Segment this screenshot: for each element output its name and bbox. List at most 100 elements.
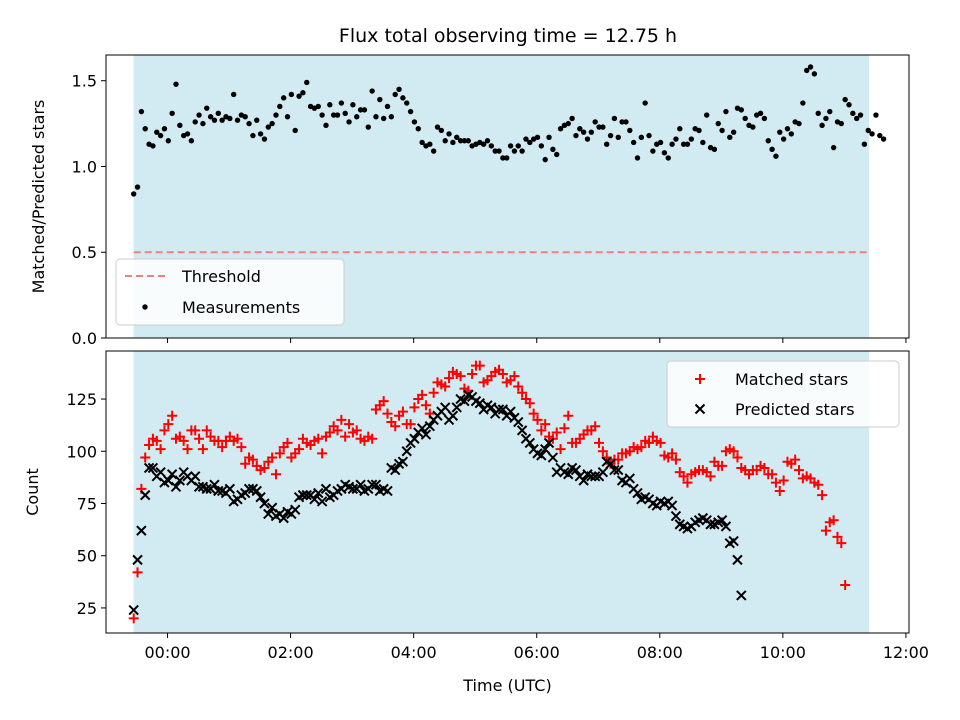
matched-star-point — [397, 406, 408, 417]
y-axis-label: Count — [23, 468, 42, 516]
x-tick-label: 02:00 — [268, 643, 314, 662]
predicted-star-point — [605, 458, 616, 470]
measurement-point — [150, 143, 156, 149]
predicted-star-point — [370, 479, 382, 490]
measurement-point — [388, 114, 395, 120]
measurement-point — [384, 103, 391, 110]
measurement-point — [277, 103, 283, 110]
measurement-point — [280, 95, 287, 101]
measurement-point — [696, 127, 702, 134]
measurement-point — [646, 132, 652, 139]
matched-star-point — [144, 440, 155, 450]
measurement-point — [446, 131, 452, 137]
measurement-point — [265, 124, 271, 130]
matched-star-point — [705, 471, 716, 482]
measurement-point — [411, 119, 418, 125]
predicted-star-point — [524, 437, 536, 449]
measurement-point — [642, 100, 648, 106]
matched-star-point — [778, 475, 789, 486]
measurement-point — [634, 155, 641, 161]
measurement-point — [284, 114, 291, 120]
bottom-panel: 25 50 75 100 125 00:00 02:00 04:00 06:00 08:00 10:… — [23, 350, 929, 695]
measurement-point — [780, 136, 787, 142]
predicted-star-point — [736, 590, 747, 601]
legend-top: Threshold Measurements — [115, 258, 345, 326]
predicted-star-point — [570, 464, 582, 476]
predicted-star-point — [313, 487, 324, 499]
matched-star-point — [444, 373, 455, 384]
measurement-point — [165, 138, 172, 144]
predicted-star-point — [170, 481, 182, 492]
matched-star-point — [240, 458, 251, 469]
matched-star-point — [294, 444, 305, 455]
predicted-star-point — [190, 471, 201, 482]
measurement-point — [192, 119, 198, 125]
measurement-point — [534, 134, 541, 141]
measurement-point — [242, 114, 248, 120]
predicted-star-point — [132, 554, 143, 566]
x-axis-label: Time (UTC) — [462, 676, 551, 695]
measurement-point — [400, 95, 406, 101]
matched-star-point — [532, 414, 543, 425]
measurement-point — [615, 134, 621, 141]
measurement-point — [838, 120, 845, 127]
matched-star-point — [817, 490, 828, 501]
measurement-point — [877, 132, 883, 139]
matched-star-point — [559, 423, 570, 434]
measurement-point — [704, 112, 710, 118]
matched-star-point — [540, 419, 551, 430]
measurement-point — [623, 119, 629, 125]
measurement-point — [323, 122, 329, 129]
predicted-star-point — [155, 466, 166, 478]
predicted-star-point — [166, 469, 178, 480]
top-panel: 0.0 0.5 1.0 1.5 Matched/Predicted stars Thres… — [29, 54, 910, 348]
measurement-point — [250, 132, 256, 139]
matched-star-point — [840, 579, 851, 590]
matched-star-point — [313, 433, 324, 444]
matched-star-point — [367, 433, 378, 444]
predicted-star-point — [486, 402, 497, 413]
measurement-point — [184, 131, 191, 137]
measurement-point — [369, 88, 375, 94]
predicted-star-point — [251, 485, 262, 497]
matched-star-point — [528, 408, 539, 419]
matched-star-point — [455, 371, 466, 382]
matched-star-point — [194, 433, 205, 444]
measurement-point — [177, 122, 183, 129]
predicted-star-point — [309, 494, 320, 505]
y-tick-label: 0.5 — [72, 243, 97, 262]
measurement-point — [600, 124, 606, 130]
legend-measurements-label: Measurements — [182, 298, 300, 317]
measurement-point — [219, 117, 225, 123]
measurement-point — [488, 143, 495, 149]
measurement-point — [315, 103, 321, 110]
matched-star-point — [132, 567, 143, 578]
predicted-star-point — [609, 464, 620, 476]
legend-bottom: Matched stars Predicted stars — [666, 360, 900, 428]
measurement-point — [861, 141, 868, 147]
measurement-point — [396, 86, 402, 93]
matched-star-point — [151, 435, 162, 446]
matched-star-point — [636, 442, 647, 453]
measurement-point — [865, 127, 871, 134]
measurement-point — [511, 148, 518, 154]
measurement-point — [657, 139, 664, 146]
predicted-star-point — [301, 489, 312, 501]
measurement-point — [457, 138, 464, 144]
predicted-star-point — [670, 510, 682, 522]
predicted-star-point — [401, 446, 412, 457]
measurement-point — [815, 110, 821, 117]
measurement-point — [442, 138, 448, 144]
predicted-star-point — [716, 514, 728, 526]
measurement-point — [757, 110, 764, 117]
measurement-point — [438, 127, 445, 134]
predicted-star-point — [513, 416, 524, 428]
predicted-star-point — [424, 420, 436, 432]
x-tick-label: 12:00 — [883, 643, 929, 662]
y-tick-label: 1.5 — [72, 72, 97, 91]
measurement-point — [850, 110, 856, 117]
measurement-point — [261, 136, 268, 142]
predicted-star-point — [163, 475, 174, 486]
predicted-star-point — [474, 398, 486, 409]
matched-star-point — [555, 444, 566, 455]
